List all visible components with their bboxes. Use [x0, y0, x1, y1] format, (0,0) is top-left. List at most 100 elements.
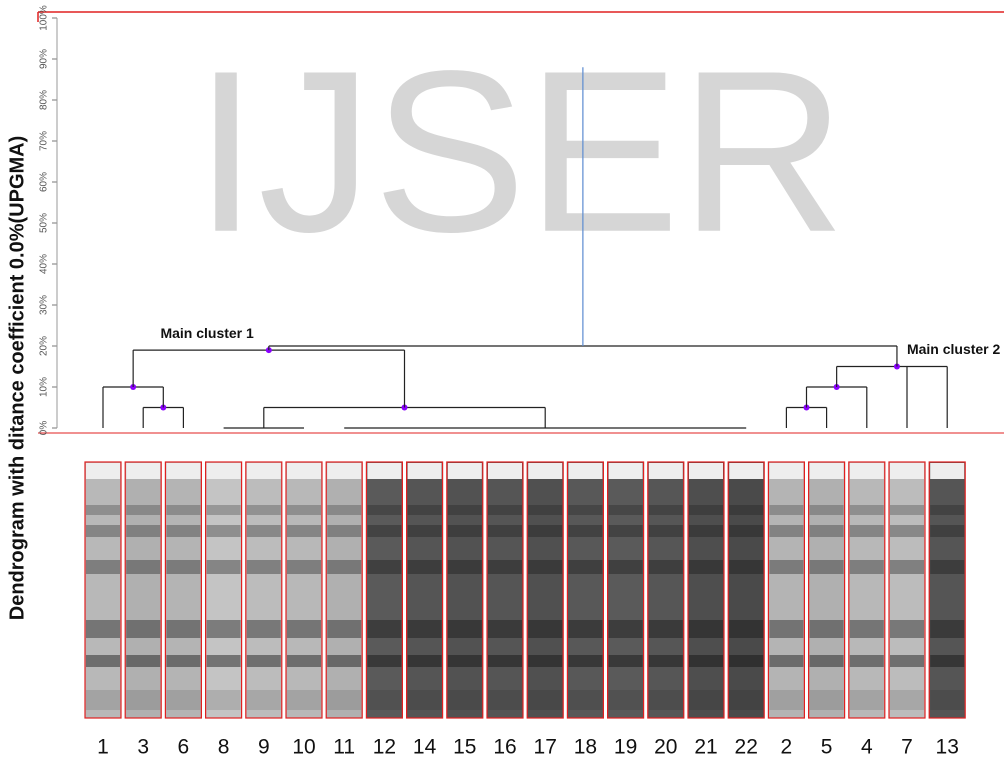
y-axis-label: Dendrogram with ditance coefficient 0.0%…	[6, 136, 28, 621]
gel-lane	[526, 461, 564, 719]
gel-band	[246, 560, 281, 574]
gel-lane	[406, 461, 444, 719]
lane-label: 17	[534, 736, 557, 759]
gel-band	[447, 620, 482, 638]
gel-band	[407, 690, 442, 710]
gel-band	[528, 620, 563, 638]
gel-lane	[928, 461, 966, 719]
gel-band	[648, 505, 683, 515]
gel-band	[809, 655, 844, 667]
gel-lane-top	[488, 463, 522, 479]
gel-band	[206, 690, 241, 710]
watermark: IJSER	[194, 23, 846, 280]
gel-lane	[285, 461, 323, 719]
y-tick-label: 40%	[39, 254, 50, 274]
gel-lane-top	[407, 463, 442, 479]
gel-band	[126, 560, 161, 574]
gel-lane	[848, 461, 886, 719]
gel-band	[809, 505, 844, 515]
gel-lane-top	[648, 463, 683, 479]
gel-band	[729, 655, 764, 667]
gel-lane-top	[568, 463, 603, 479]
gel-band	[246, 655, 281, 667]
lane-label: 22	[735, 736, 758, 759]
y-tick-label: 60%	[39, 172, 50, 192]
gel-band	[166, 560, 201, 574]
y-tick-label: 20%	[39, 336, 50, 356]
gel-lane-top	[126, 463, 161, 479]
gel-band	[729, 690, 764, 710]
gel-band	[327, 655, 362, 667]
gel-band	[769, 690, 804, 710]
gel-band	[327, 620, 362, 638]
gel-band	[246, 690, 281, 710]
gel-lane-top	[528, 463, 563, 479]
gel-band	[648, 655, 683, 667]
gel-band	[689, 620, 723, 638]
gel-band	[769, 525, 804, 537]
gel-band	[126, 690, 161, 710]
gel-band	[287, 655, 321, 667]
gel-band	[166, 505, 201, 515]
gel-band	[568, 620, 603, 638]
gel-band	[729, 505, 764, 515]
gel-band	[648, 525, 683, 537]
gel-band	[166, 620, 201, 638]
gel-band	[407, 525, 442, 537]
gel-lane	[888, 461, 926, 719]
gel-band	[367, 655, 402, 667]
gel-band	[568, 560, 603, 574]
gel-band	[608, 505, 643, 515]
gel-band	[86, 690, 120, 710]
y-tick-label: 50%	[39, 213, 50, 233]
gel-band	[488, 560, 522, 574]
gel-lane	[647, 461, 685, 719]
gel-band	[327, 560, 362, 574]
y-tick-label: 0%	[39, 421, 50, 436]
gel-lane-top	[689, 463, 723, 479]
gel-band	[729, 620, 764, 638]
gel-band	[126, 525, 161, 537]
gel-lane-top	[367, 463, 402, 479]
gel-band	[367, 690, 402, 710]
gel-band	[488, 525, 522, 537]
gel-lane	[446, 461, 484, 719]
gel-band	[769, 560, 804, 574]
gel-lane-top	[206, 463, 241, 479]
lane-label: 10	[292, 736, 315, 759]
gel-lane	[566, 461, 605, 719]
gel-band	[86, 620, 120, 638]
lane-label: 15	[453, 736, 476, 759]
gel-band	[86, 505, 120, 515]
gel-band	[126, 620, 161, 638]
gel-band	[648, 620, 683, 638]
gel-band	[849, 560, 884, 574]
gel-band	[287, 620, 321, 638]
gel-band	[528, 525, 563, 537]
y-tick-label: 90%	[39, 49, 50, 69]
gel-band	[568, 690, 603, 710]
gel-band	[447, 560, 482, 574]
gel-band	[206, 505, 241, 515]
gel-lane-top	[849, 463, 884, 479]
gel-band	[287, 525, 321, 537]
gel-band	[166, 525, 201, 537]
gel-lane	[164, 461, 202, 719]
gel-band	[689, 525, 723, 537]
gel-band	[729, 560, 764, 574]
gel-band	[287, 690, 321, 710]
gel-band	[246, 620, 281, 638]
gel-band	[206, 560, 241, 574]
gel-band	[568, 655, 603, 667]
gel-band	[447, 655, 482, 667]
gel-band	[126, 505, 161, 515]
cluster-label: Main cluster 1	[160, 325, 254, 341]
gel-band	[86, 560, 120, 574]
gel-band	[246, 505, 281, 515]
gel-lane	[124, 461, 162, 719]
gel-band	[528, 655, 563, 667]
y-tick-label: 100%	[39, 5, 50, 31]
gel-band	[568, 505, 603, 515]
gel-band	[246, 525, 281, 537]
lane-label: 9	[258, 736, 270, 759]
